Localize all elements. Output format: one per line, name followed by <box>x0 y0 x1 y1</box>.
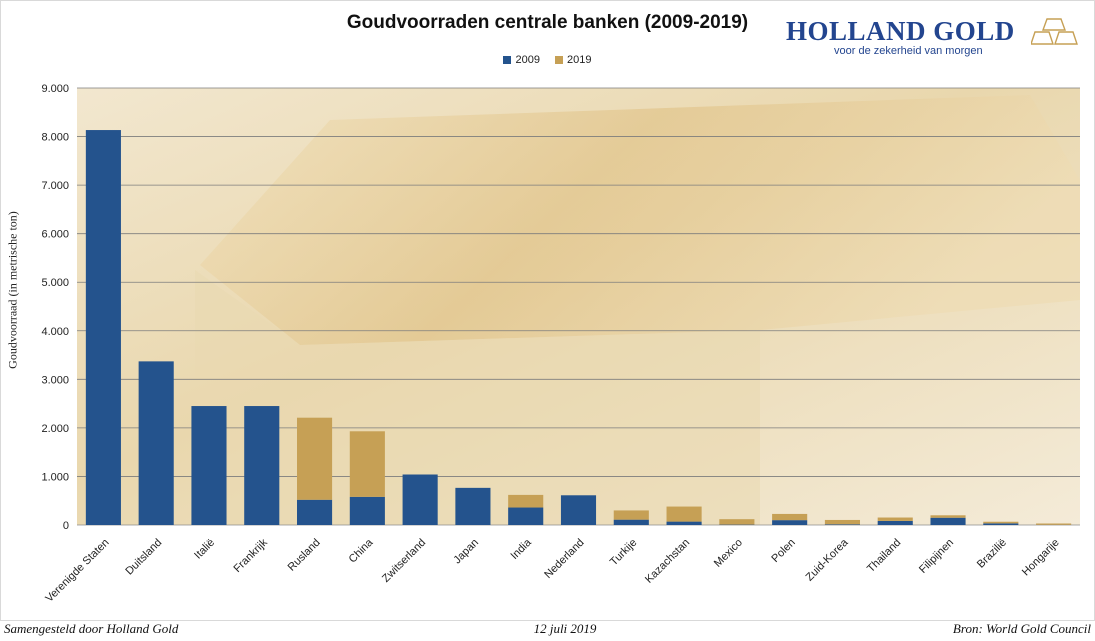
x-tick-label: Zwitserland <box>380 537 428 585</box>
legend-label-2009: 2009 <box>515 54 540 66</box>
bar-2009 <box>297 499 333 525</box>
footer-source: Bron: World Gold Council <box>952 621 1091 636</box>
y-tick-label: 0 <box>63 520 69 532</box>
x-tick-labels: Verenigde Staten Duitsland Italië Frankrijk… <box>43 536 1061 605</box>
x-tick-label: Italië <box>192 537 217 562</box>
x-tick-label: Turkije <box>608 537 640 569</box>
x-tick-label: Verenigde Staten <box>43 537 111 605</box>
bar-2009 <box>613 519 649 525</box>
bar-2009 <box>191 406 227 525</box>
bar-2019 <box>877 517 913 521</box>
y-tick-label: 5.000 <box>41 277 69 289</box>
bar-2009 <box>508 507 544 525</box>
legend: 2009 2019 <box>0 54 1095 66</box>
bar-2009 <box>244 406 280 525</box>
bar-2019 <box>772 513 808 521</box>
bar-2009 <box>349 496 385 525</box>
x-tick-label: Duitsland <box>123 537 164 578</box>
legend-item-2009: 2009 <box>503 54 540 66</box>
x-tick-label: Zuid-Korea <box>804 536 852 584</box>
bar-2019 <box>824 519 860 525</box>
x-tick-label: Thailand <box>865 537 903 575</box>
x-tick-label: Frankrijk <box>232 536 271 575</box>
bar-2019 <box>719 519 755 525</box>
bar-2019 <box>666 506 702 522</box>
legend-label-2019: 2019 <box>567 54 592 66</box>
footer-date: 12 juli 2019 <box>533 621 597 636</box>
y-tick-label: 8.000 <box>41 132 69 144</box>
bar-2009 <box>930 517 966 525</box>
bar-2009 <box>455 487 491 525</box>
y-tick-label: 2.000 <box>41 423 69 435</box>
brand-tagline: voor de zekerheid van morgen <box>834 45 983 57</box>
bar-2019 <box>1036 523 1072 525</box>
bar-2019 <box>297 417 333 500</box>
bar-2009 <box>877 520 913 525</box>
plot-background <box>77 88 1080 525</box>
legend-swatch-2019 <box>555 56 564 65</box>
chart-title: Goudvoorraden centrale banken (2009-2019… <box>346 12 749 33</box>
y-tick-label: 3.000 <box>41 374 69 386</box>
y-tick-labels: 0 1.000 2.000 3.000 4.000 5.000 6.000 7.000 8.00… <box>41 83 69 532</box>
footer-credit: Samengesteld door Holland Gold <box>4 621 179 636</box>
y-tick-label: 7.000 <box>41 180 69 192</box>
legend-swatch-2009 <box>503 56 512 65</box>
bar-2009 <box>666 521 702 525</box>
bar-2019 <box>930 515 966 518</box>
x-tick-label: India <box>508 536 534 562</box>
gridlines <box>77 87 1080 526</box>
bar-2009 <box>772 520 808 525</box>
x-tick-label: Japan <box>451 537 481 567</box>
bar-2009 <box>560 495 597 525</box>
bar-2009 <box>983 523 1019 525</box>
x-tick-label: Hongarije <box>1020 537 1062 579</box>
gold-bars-icon <box>1031 18 1078 45</box>
bar-2019 <box>508 494 544 508</box>
bar-2019 <box>613 510 649 520</box>
x-tick-label: Kazachstan <box>643 537 692 586</box>
gold-bar-side <box>195 270 760 525</box>
x-tick-label: Rusland <box>286 537 323 574</box>
x-tick-label: Mexico <box>712 537 745 570</box>
brand-logo: HOLLAND GOLD voor de zekerheid van morge… <box>786 16 1078 57</box>
x-tick-label: Brazilië <box>975 537 1009 571</box>
bar-2019 <box>349 431 385 497</box>
bar-2019 <box>983 521 1019 524</box>
y-tick-label: 1.000 <box>41 471 69 483</box>
bar-2009 <box>402 474 438 525</box>
bar-2009 <box>85 130 121 525</box>
y-tick-label: 4.000 <box>41 326 69 338</box>
y-tick-label: 9.000 <box>41 83 69 95</box>
legend-item-2019: 2019 <box>555 54 592 66</box>
gold-bar-illustration <box>200 95 1080 345</box>
brand-name: HOLLAND GOLD <box>786 16 1015 46</box>
bar-2009 <box>824 524 860 525</box>
x-tick-label: China <box>347 536 376 565</box>
bar-2009 <box>138 361 174 525</box>
x-tick-label: Filipijnen <box>917 537 956 576</box>
y-tick-label: 6.000 <box>41 229 69 241</box>
bars <box>85 130 1072 525</box>
x-tick-label: Nederland <box>542 537 586 581</box>
x-tick-label: Polen <box>769 537 797 565</box>
